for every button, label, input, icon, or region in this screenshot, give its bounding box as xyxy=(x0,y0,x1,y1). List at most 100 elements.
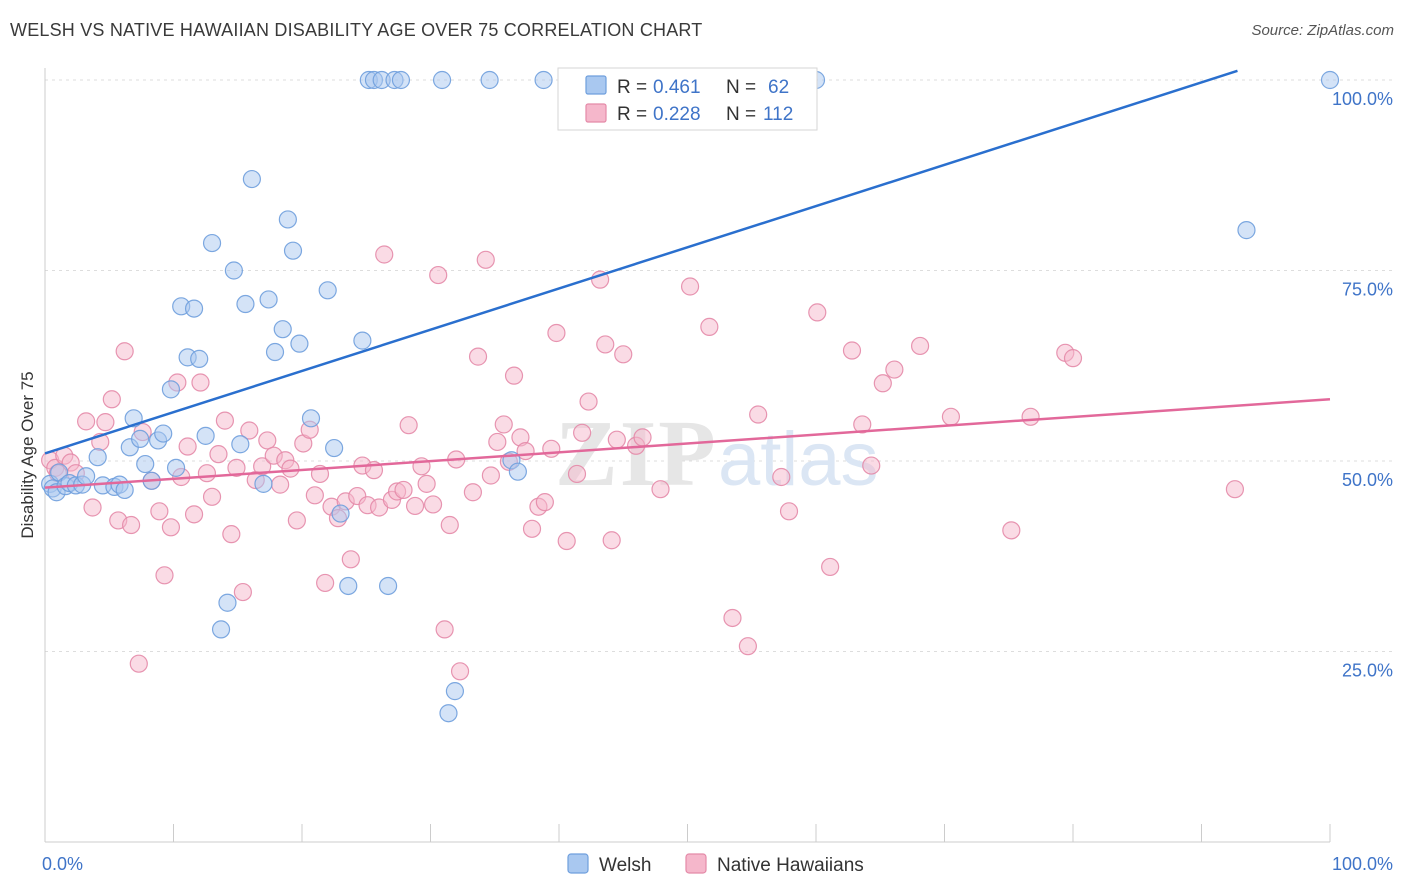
legend-bottom-swatch-hawaiian xyxy=(685,853,707,874)
watermark: ZIP atlas xyxy=(555,402,879,506)
welsh-point xyxy=(339,576,358,596)
welsh-point xyxy=(290,334,309,353)
welsh-point xyxy=(242,169,261,189)
hawaiian-point xyxy=(862,456,881,475)
hawaiian-point xyxy=(680,277,700,296)
welsh-point xyxy=(318,281,337,300)
hawaiian-point xyxy=(161,518,181,537)
hawaiian-point xyxy=(184,505,204,524)
hawaiian-point xyxy=(423,495,443,514)
hawaiian-point xyxy=(202,487,222,506)
legend-n-label: N = xyxy=(726,77,756,98)
legend-bottom: Welsh Native Hawaiians xyxy=(567,853,864,876)
hawaiian-point xyxy=(573,423,592,442)
watermark-atlas: atlas xyxy=(718,417,879,502)
x-tick-label: 0.0% xyxy=(42,854,83,874)
hawaiian-point xyxy=(941,407,961,426)
welsh-trend-line xyxy=(44,69,1238,455)
hawaiian-point xyxy=(305,486,324,505)
welsh-point xyxy=(154,424,173,443)
y-tick-label: 50.0% xyxy=(1342,470,1393,490)
legend-n-label: N = xyxy=(726,104,756,125)
hawaiian-point xyxy=(227,458,246,477)
hawaiian-point xyxy=(287,511,306,530)
welsh-point xyxy=(534,70,553,90)
y-tick-label: 100.0% xyxy=(1332,89,1393,109)
hawaiian-point xyxy=(651,480,670,499)
welsh-point xyxy=(391,70,411,90)
welsh-point xyxy=(196,426,215,445)
y-tick-label: 75.0% xyxy=(1342,280,1393,300)
hawaiian-point xyxy=(476,250,495,269)
hawaiian-point xyxy=(435,620,454,639)
hawaiian-point xyxy=(567,464,587,484)
welsh-point xyxy=(325,438,344,458)
hawaiian-point xyxy=(1063,349,1083,368)
hawaiian-point xyxy=(233,582,252,602)
welsh-point xyxy=(432,70,452,90)
welsh-point xyxy=(259,290,278,309)
hawaiian-point xyxy=(115,342,134,361)
hawaiian-point xyxy=(738,637,757,656)
hawaiian-point xyxy=(253,457,272,476)
legend-r-label: R = xyxy=(617,77,647,98)
hawaiian-point xyxy=(209,445,228,464)
hawaiian-point xyxy=(885,360,904,379)
hawaiian-point xyxy=(468,347,488,366)
hawaiian-point xyxy=(504,366,524,385)
welsh-point xyxy=(265,342,285,362)
hawaiian-point xyxy=(749,405,768,424)
hawaiian-point xyxy=(821,557,840,577)
hawaiian-point xyxy=(150,502,169,521)
legend-swatch-welsh xyxy=(585,75,607,95)
hawaiian-point xyxy=(121,515,141,535)
trend-lines xyxy=(44,69,1331,489)
hawaiian-point xyxy=(542,439,561,458)
hawaiian-point xyxy=(772,467,791,487)
welsh-point xyxy=(1320,70,1340,90)
welsh-point xyxy=(211,620,231,639)
native-hawaiian-points xyxy=(41,245,1245,681)
grid-lines xyxy=(45,79,1395,652)
hawaiian-point xyxy=(579,392,598,411)
welsh-point xyxy=(224,261,243,280)
welsh-point xyxy=(218,593,237,612)
welsh-point xyxy=(88,448,107,467)
hawaiian-point xyxy=(191,373,210,392)
hawaiian-point xyxy=(271,475,290,494)
welsh-point xyxy=(202,233,222,253)
hawaiian-point xyxy=(450,662,470,681)
hawaiian-point xyxy=(240,421,259,440)
hawaiian-point xyxy=(910,336,930,356)
hawaiian-point xyxy=(341,550,360,569)
hawaiian-point xyxy=(488,432,507,452)
legend-r-value: 0.461 xyxy=(653,77,701,98)
welsh-point xyxy=(508,462,527,481)
hawaiian-point xyxy=(155,566,174,585)
hawaiian-point xyxy=(1021,407,1040,426)
hawaiian-point xyxy=(222,525,241,544)
chart-title: WELSH VS NATIVE HAWAIIAN DISABILITY AGE … xyxy=(10,20,703,40)
hawaiian-point xyxy=(281,459,300,478)
welsh-point xyxy=(278,210,297,229)
hawaiian-point xyxy=(547,323,566,343)
hawaiian-point xyxy=(178,437,197,456)
hawaiian-point xyxy=(535,493,554,512)
welsh-point xyxy=(439,704,458,723)
welsh-point xyxy=(301,409,321,428)
hawaiian-point xyxy=(77,412,96,431)
hawaiian-point xyxy=(633,428,652,447)
legend-top: R = 0.461 N = 62 R = 0.228 N = 112 xyxy=(557,67,818,131)
hawaiian-point xyxy=(96,413,115,432)
legend-r-value: 0.228 xyxy=(653,104,701,125)
hawaiian-point xyxy=(853,415,872,434)
welsh-points xyxy=(41,70,1340,723)
legend-n-value: 62 xyxy=(768,77,789,98)
hawaiian-point xyxy=(522,519,542,538)
hawaiian-point xyxy=(429,265,448,285)
hawaiian-point xyxy=(399,416,418,435)
welsh-point xyxy=(378,576,398,596)
hawaiian-point xyxy=(102,390,121,409)
hawaiian-point xyxy=(316,573,335,593)
